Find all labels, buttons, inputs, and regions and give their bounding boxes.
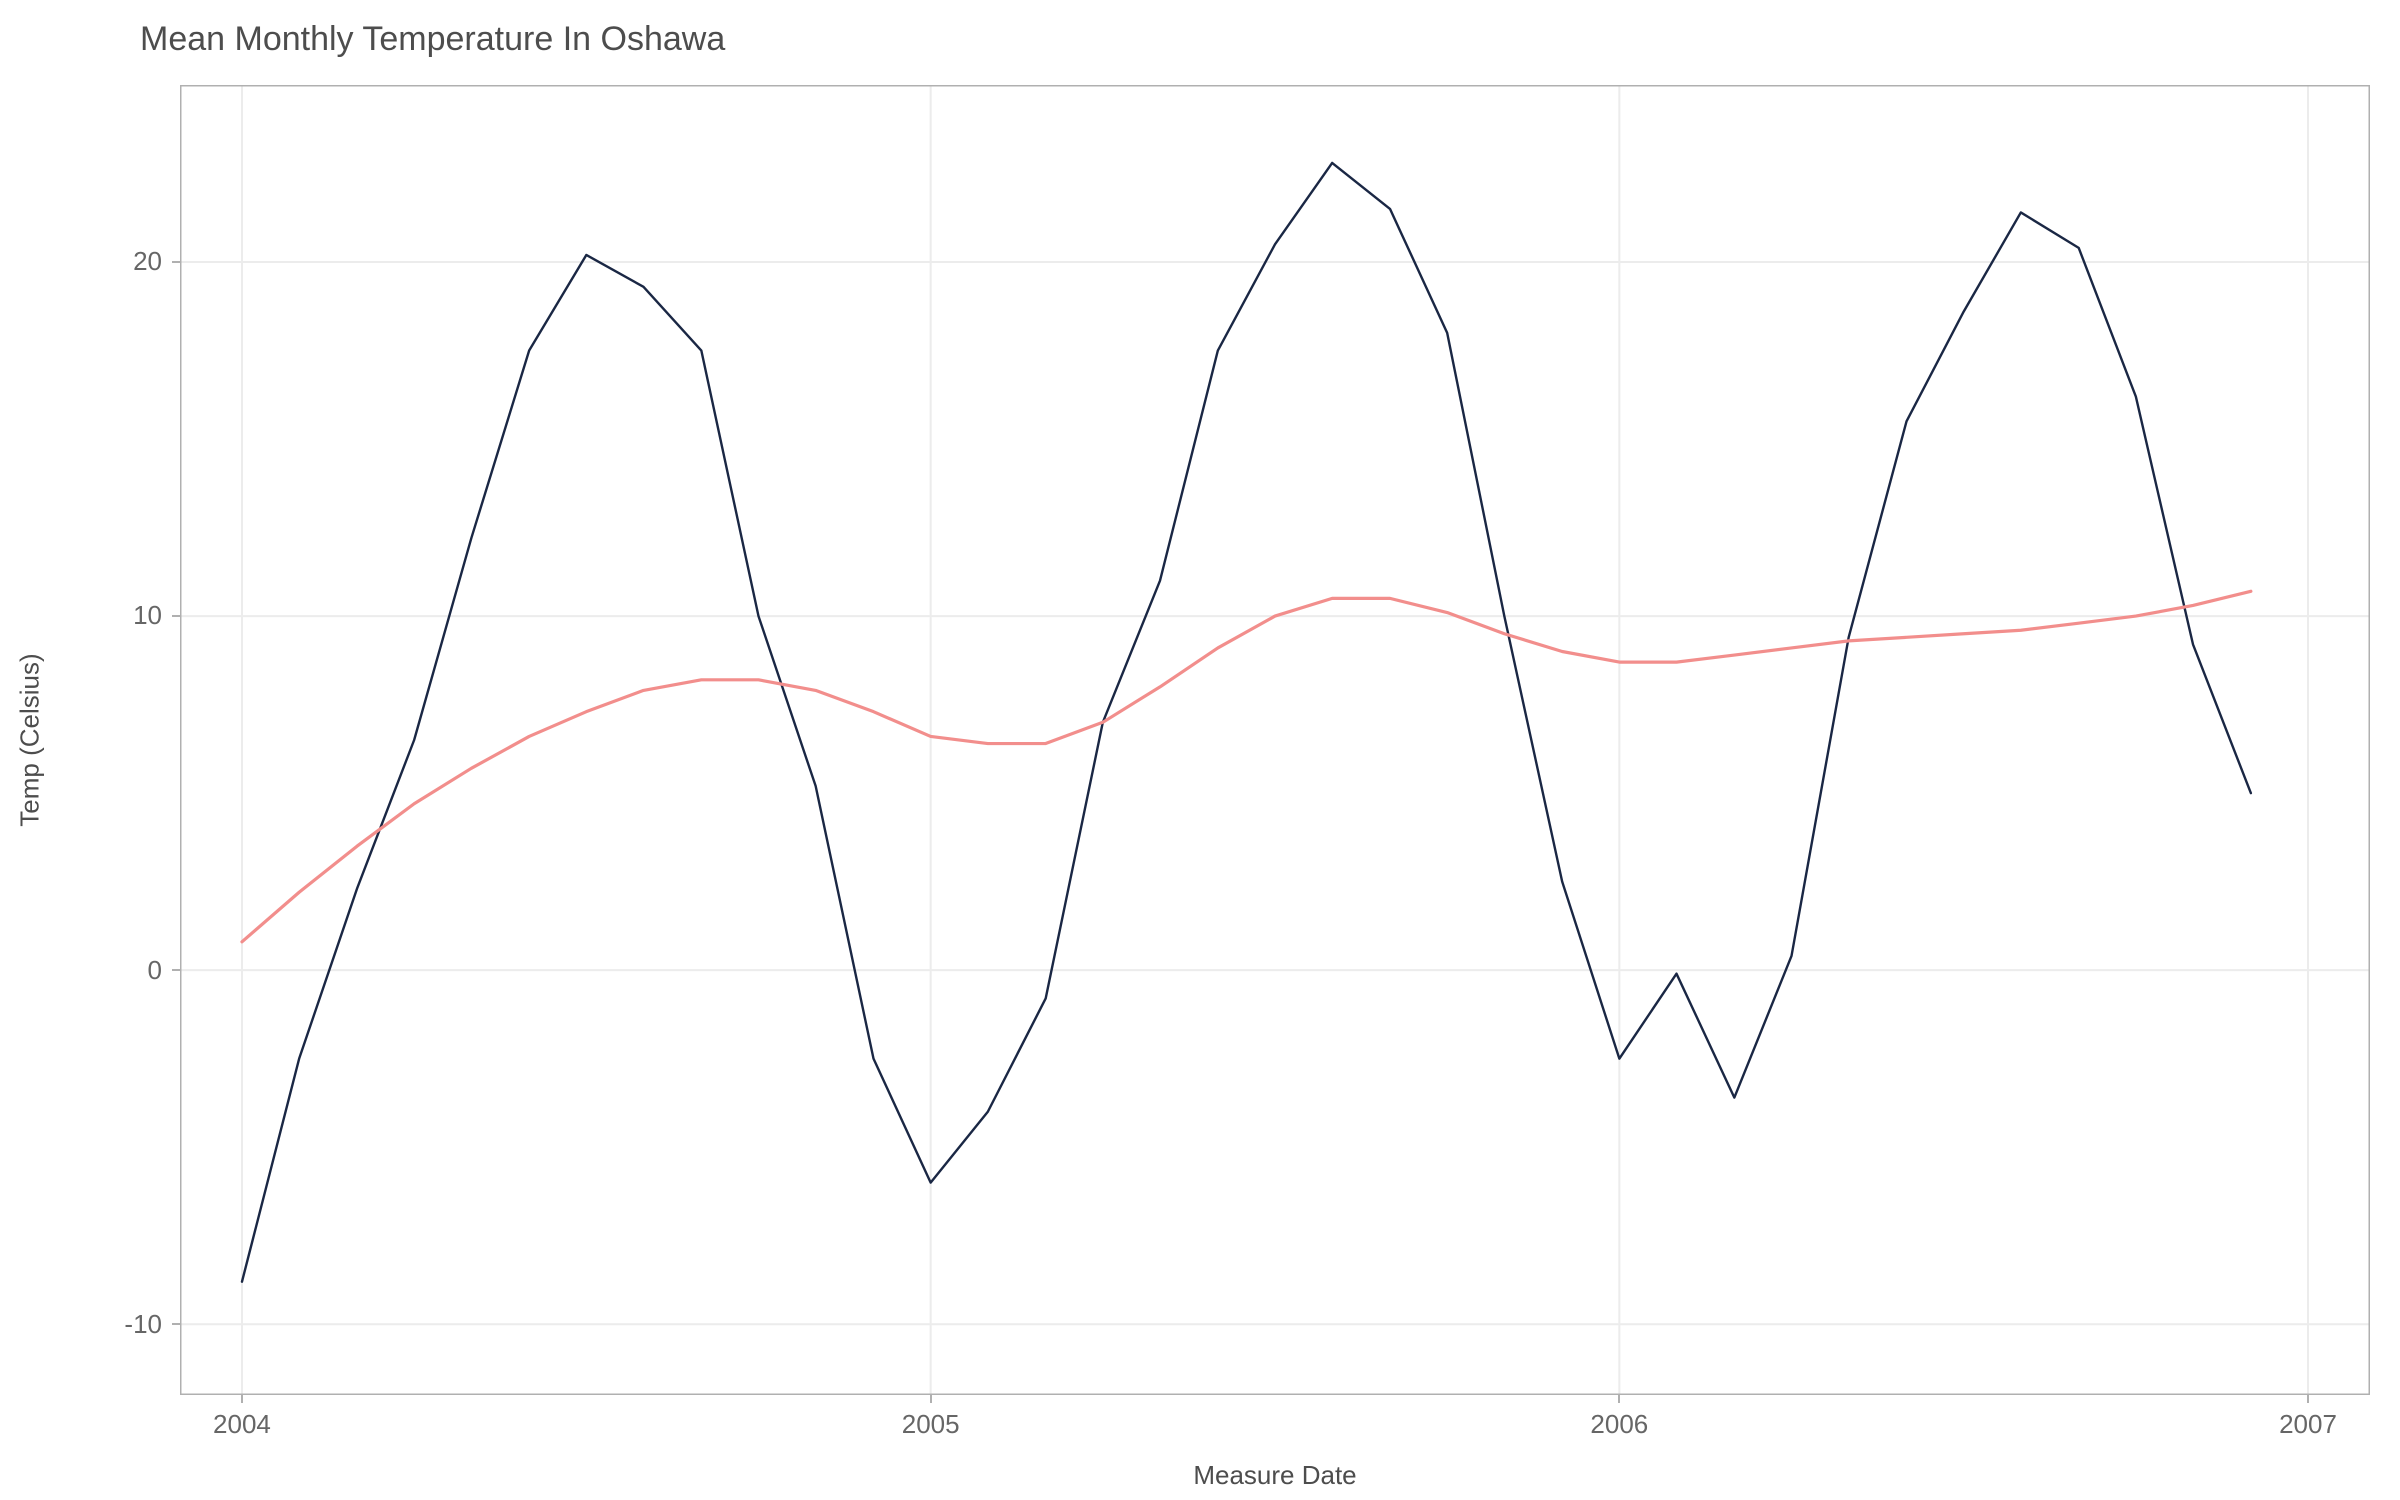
x-axis-label: Measure Date: [180, 1460, 2370, 1491]
x-tick-label: 2007: [2258, 1409, 2358, 1440]
series-monthly_mean: [242, 163, 2251, 1282]
y-tick-mark: [172, 1323, 180, 1325]
y-tick-label: -10: [124, 1309, 162, 1340]
plot-area: [180, 85, 2370, 1395]
y-tick-label: 0: [148, 955, 162, 986]
x-tick-mark: [2307, 1395, 2309, 1403]
temperature-chart: Mean Monthly Temperature In Oshawa Temp …: [0, 0, 2400, 1500]
y-tick-mark: [172, 969, 180, 971]
x-tick-label: 2004: [192, 1409, 292, 1440]
x-tick-label: 2005: [881, 1409, 981, 1440]
y-tick-label: 10: [133, 600, 162, 631]
y-axis-label: Temp (Celsius): [15, 653, 46, 826]
y-tick-mark: [172, 261, 180, 263]
x-tick-mark: [241, 1395, 243, 1403]
y-tick-label: 20: [133, 246, 162, 277]
x-tick-mark: [1618, 1395, 1620, 1403]
series-trend: [242, 591, 2251, 942]
x-tick-mark: [930, 1395, 932, 1403]
x-tick-label: 2006: [1569, 1409, 1669, 1440]
chart-title: Mean Monthly Temperature In Oshawa: [140, 20, 725, 59]
y-tick-mark: [172, 615, 180, 617]
